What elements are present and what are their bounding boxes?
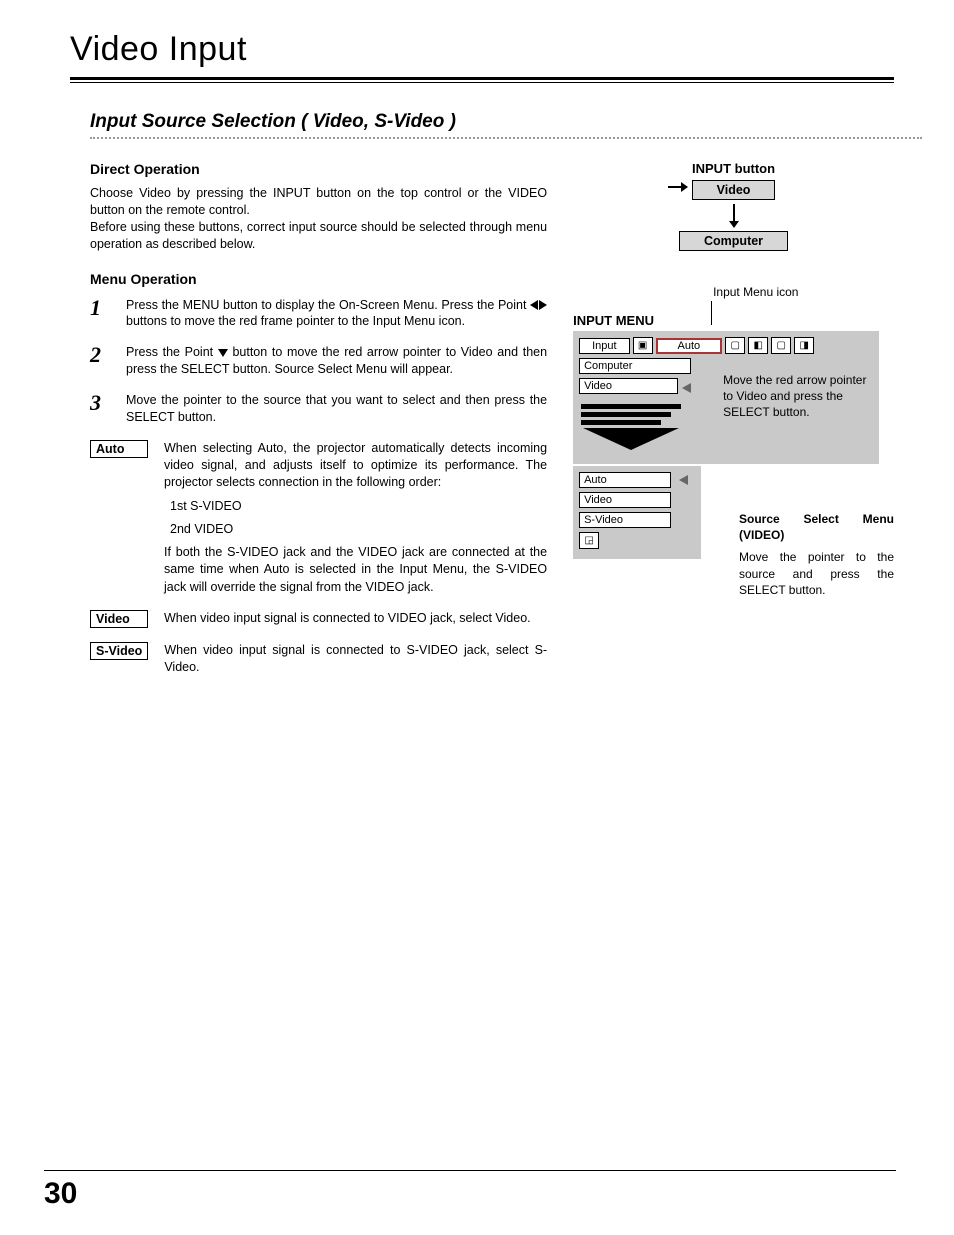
def-text: When video input signal is connected to … [164,610,547,627]
step-num: 2 [90,344,112,378]
big-arrow-down-icon [583,428,679,450]
def-text: When selecting Auto, the projector autom… [164,441,547,490]
def-text: If both the S-VIDEO jack and the VIDEO j… [164,545,547,594]
def-sub: 1st S-VIDEO [170,498,547,515]
def-label: Auto [90,440,148,458]
fig3-title: Source Select Menu (VIDEO) [739,511,894,543]
triangle-right-icon [539,300,547,310]
source-select-panel: Auto Video S-Video ◲ [573,466,701,559]
list-item: Video [579,378,678,394]
def-label: S-Video [90,642,148,660]
dotted-rule [90,137,922,139]
rule-thick [70,77,894,80]
page-number: 30 [44,1177,77,1211]
step-num: 3 [90,392,112,426]
step-2: 2 Press the Point button to move the red… [90,344,547,378]
menu-icon: ◧ [748,337,768,354]
def-label: Video [90,610,148,628]
def-sub: 2nd VIDEO [170,521,547,538]
step-text: Move the pointer to the source that you … [126,392,547,426]
def-video: Video When video input signal is connect… [90,610,547,628]
triangle-down-icon [218,349,228,357]
pointer-arrow-icon [679,475,688,485]
list-item: S-Video [579,512,671,528]
def-auto: Auto When selecting Auto, the projector … [90,440,547,596]
step-3: 3 Move the pointer to the source that yo… [90,392,547,426]
step-num: 1 [90,297,112,331]
panel-title: INPUT MENU [573,313,894,328]
fig3-side: Source Select Menu (VIDEO) Move the poin… [739,511,894,598]
arrow-down-icon [733,204,735,222]
input-icon: ▣ [633,337,653,354]
list-item: Auto [579,472,671,488]
footer-rule [44,1170,896,1171]
step-text: Press the MENU button to display the On-… [126,298,530,312]
direct-operation-text: Choose Video by pressing the INPUT butto… [90,185,547,253]
direct-operation-heading: Direct Operation [90,161,547,177]
def-svideo: S-Video When video input signal is conne… [90,642,547,677]
leader-line [711,301,712,325]
rule-thin [70,82,894,83]
menu-icon: ▢ [771,337,791,354]
menu-auto: Auto [656,338,723,354]
menu-icon: ▢ [725,337,745,354]
input-button-figure: INPUT button Video Computer [573,161,894,253]
chapter-title: Video Input [70,30,894,75]
do-para1: Choose Video by pressing the INPUT butto… [90,186,547,217]
input-menu-figure: Input Menu icon INPUT MENU Input ▣ Auto … [573,313,894,559]
transition-bars [581,404,691,425]
menu-operation-heading: Menu Operation [90,271,547,287]
fig1-title: INPUT button [573,161,894,176]
fig2-note: Move the red arrow pointer to Video and … [723,358,873,421]
section-title: Input Source Selection ( Video, S-Video … [90,111,894,137]
pointer-arrow-icon [682,383,691,393]
input-menu-panel: Input ▣ Auto ▢ ◧ ▢ ◨ Computer Video [573,331,879,464]
triangle-left-icon [530,300,538,310]
panel-list: Computer Video [579,358,691,458]
step-text: buttons to move the red frame pointer to… [126,314,465,328]
menu-label: Input [579,338,629,354]
list-item: Computer [579,358,691,374]
do-para2: Before using these buttons, correct inpu… [90,220,547,251]
menu-bar: Input ▣ Auto ▢ ◧ ▢ ◨ [579,337,873,354]
fig1-box-video: Video [692,180,776,200]
arrow-right-icon [668,186,682,188]
step-1: 1 Press the MENU button to display the O… [90,297,547,331]
step-text: Press the Point [126,345,218,359]
fig1-box-computer: Computer [679,231,788,251]
def-text: When video input signal is connected to … [164,642,547,677]
fig2-caption: Input Menu icon [713,285,798,299]
return-icon: ◲ [579,532,599,549]
menu-icon: ◨ [794,337,814,354]
fig3-note: Move the pointer to the source and press… [739,549,894,598]
list-item: Video [579,492,671,508]
